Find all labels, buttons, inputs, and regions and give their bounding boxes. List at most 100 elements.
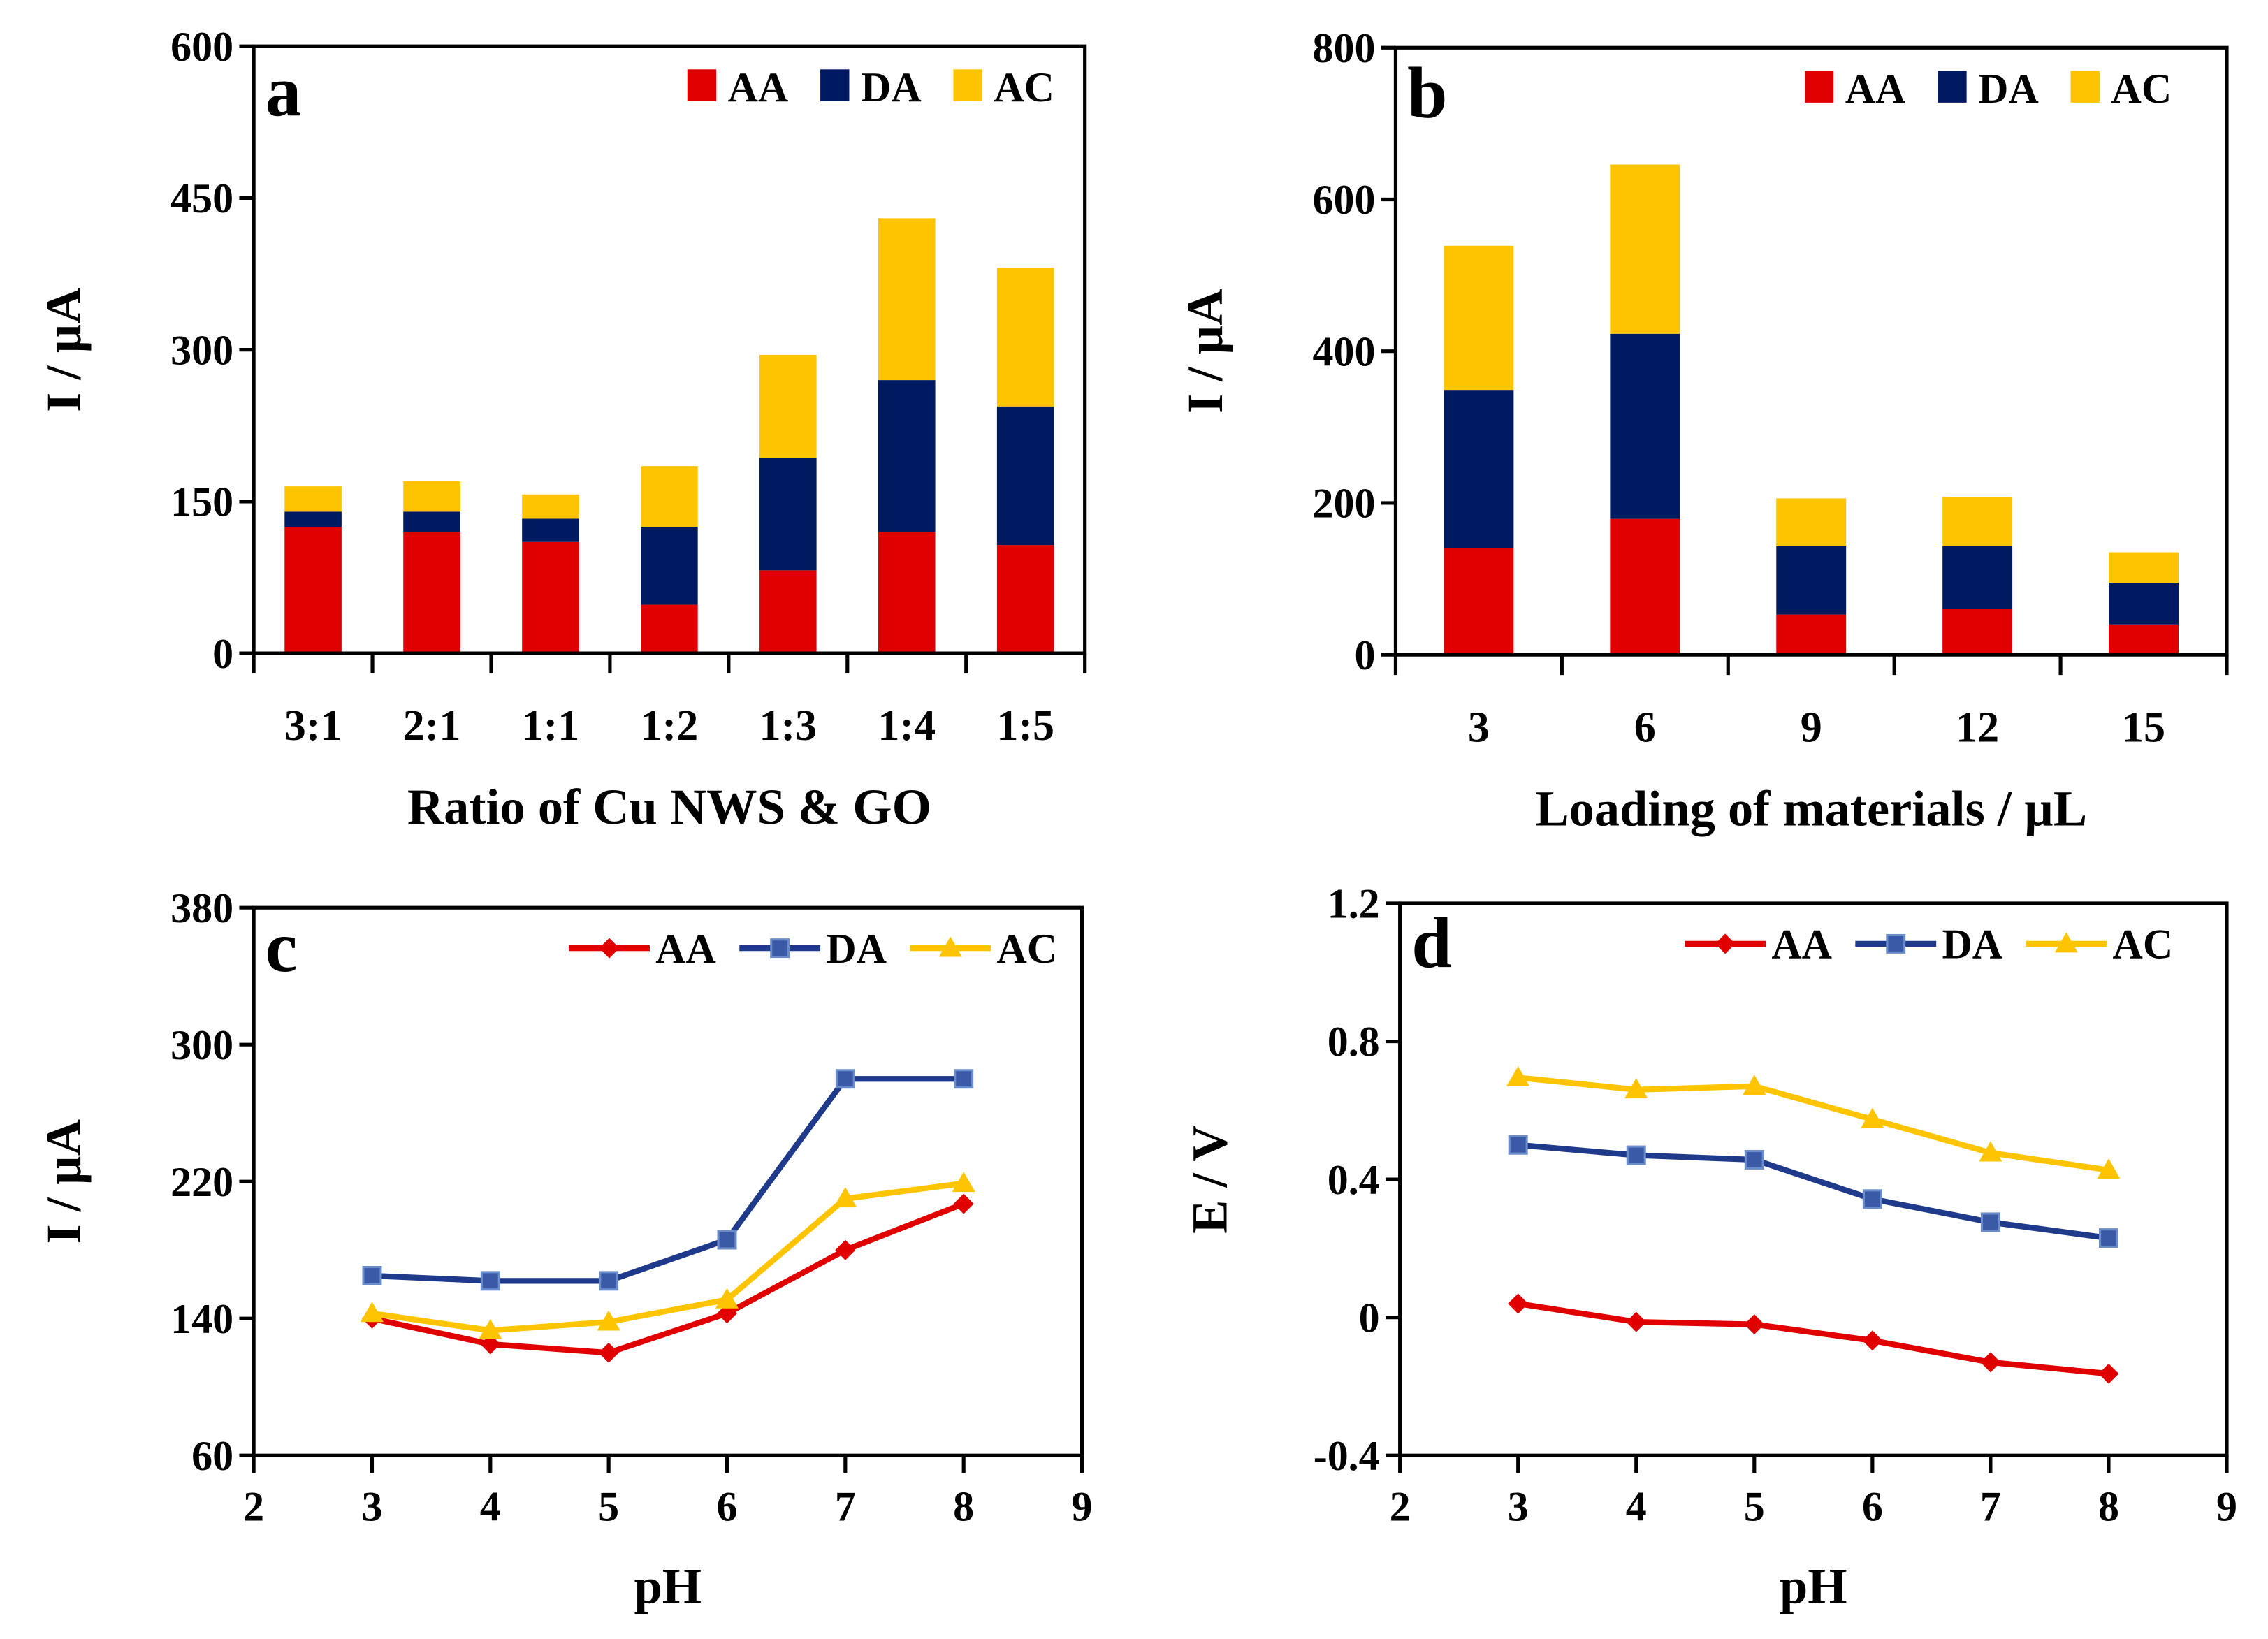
point-da-8 [2098,1228,2118,1248]
y-tick-label: 800 [1313,25,1376,71]
bar-ac-1:3 [759,354,817,458]
bar-da-1:3 [759,458,817,571]
point-aa-8 [953,1193,974,1214]
point-ac-7 [1979,1141,2002,1162]
panel-d: -0.4 0 0.4 0.8 1.2 2 3 4 5 6 7 8 9 pH E / V d AA DA AC [1181,881,2237,1615]
bar-aa-1:5 [996,545,1054,654]
y-tick-label: 200 [1313,481,1376,527]
legend-label-aa: AA [728,64,789,110]
bar-ac-1:5 [996,268,1054,407]
bar-aa-3 [1444,548,1514,655]
point-ac-8 [2097,1158,2121,1179]
panel-a: 0 150 300 450 600 3:1 2:1 1:1 1:2 1:3 1:4 1:5 Ratio … [35,24,1087,835]
point-aa-6 [1862,1330,1883,1351]
legend-label-ac: AC [2111,66,2172,112]
x-axis-title: pH [634,1557,702,1614]
bar-aa-1:2 [641,604,698,654]
y-tick-label: 400 [1313,328,1376,374]
bar-aa-1:3 [759,570,817,654]
y-tick-label: 450 [170,175,233,221]
legend-swatch-ac [953,69,982,101]
point-da-6 [717,1230,737,1250]
point-aa-7 [835,1239,856,1260]
bar-aa-2:1 [403,532,460,654]
x-tick-label: 9 [1801,704,1822,751]
x-tick-label: 5 [598,1483,619,1529]
bar-ac-1:2 [641,466,698,527]
legend-label-ac: AC [994,64,1054,110]
point-ac-3 [1506,1065,1530,1086]
legend: AA DA AC [687,64,1054,110]
bar-aa-1:4 [878,532,936,654]
y-tick-label: 380 [170,885,233,931]
point-aa-4 [1626,1311,1647,1332]
panel-label: b [1407,54,1448,133]
line-aa [371,1201,965,1356]
x-tick-label: 1:2 [641,702,699,750]
legend: AA DA AC [569,926,1057,972]
bar-da-9 [1776,546,1847,615]
panel-label: d [1411,903,1452,983]
x-tick-label: 3 [1468,704,1490,751]
legend-marker-da [1886,933,1906,954]
legend-label-da: DA [1978,66,2039,112]
bar-da-1:2 [641,527,698,605]
x-tick-label: 6 [716,1483,737,1529]
y-tick-label: 300 [170,327,233,373]
bar-da-6 [1610,333,1680,519]
y-tick-label: 150 [170,479,233,525]
x-tick-label: 6 [1634,704,1656,751]
legend-marker-ac [938,936,962,957]
point-da-5 [1744,1150,1764,1170]
point-aa-5 [1744,1314,1765,1335]
legend: AA DA AC [1685,922,2173,968]
x-tick-label: 1:5 [996,702,1054,750]
legend-marker-aa [599,938,620,959]
line-aa [1518,1300,2109,1377]
point-ac-6 [1861,1107,1884,1128]
bar-aa-9 [1776,614,1847,655]
point-da-5 [599,1271,619,1291]
point-ac-4 [479,1318,502,1339]
point-aa-3 [1508,1293,1529,1314]
y-tick-label: 0.4 [1328,1157,1380,1203]
y-tick-label: 140 [170,1296,233,1342]
bar-ac-12 [1942,497,2013,546]
x-tick-label: 4 [1626,1483,1647,1529]
point-da-3 [1508,1135,1528,1155]
point-ac-6 [715,1288,739,1309]
bar-ac-1:1 [522,494,579,519]
x-tick-label: 9 [2216,1483,2237,1529]
bar-ac-6 [1610,164,1680,334]
point-da-3 [362,1266,382,1285]
point-aa-7 [1980,1352,2001,1373]
bar-da-3 [1444,390,1514,548]
y-axis-title: I / µA [35,287,92,411]
bar-aa-1:1 [522,541,579,654]
line-da [372,1076,964,1284]
x-tick-label: 2 [243,1483,264,1529]
legend-swatch-aa [1804,71,1834,103]
x-tick-label: 3 [361,1483,382,1529]
y-tick-label: 220 [170,1159,233,1205]
x-tick-label: 8 [953,1483,974,1529]
point-ac-5 [1743,1075,1766,1095]
legend-label-da: DA [1942,922,2002,968]
bar-ac-15 [2109,552,2179,583]
bar-da-1:5 [996,406,1054,546]
point-ac-4 [1624,1078,1648,1099]
x-tick-label: 3:1 [284,702,342,750]
bar-ac-3 [1444,245,1514,391]
point-da-4 [1626,1145,1646,1165]
y-tick-label: 0.8 [1328,1019,1380,1065]
bar-aa-3:1 [284,527,342,654]
panel-label: c [266,908,298,987]
legend-label-da: DA [826,926,887,972]
legend-label-aa: AA [1845,66,1906,112]
point-aa-8 [2098,1363,2119,1384]
y-axis-title: E / V [1181,1125,1237,1234]
y-tick-label: 0 [1359,1295,1380,1341]
point-aa-5 [598,1342,619,1363]
legend-marker-ac [2054,932,2078,953]
y-tick-label: 1.2 [1328,881,1380,927]
